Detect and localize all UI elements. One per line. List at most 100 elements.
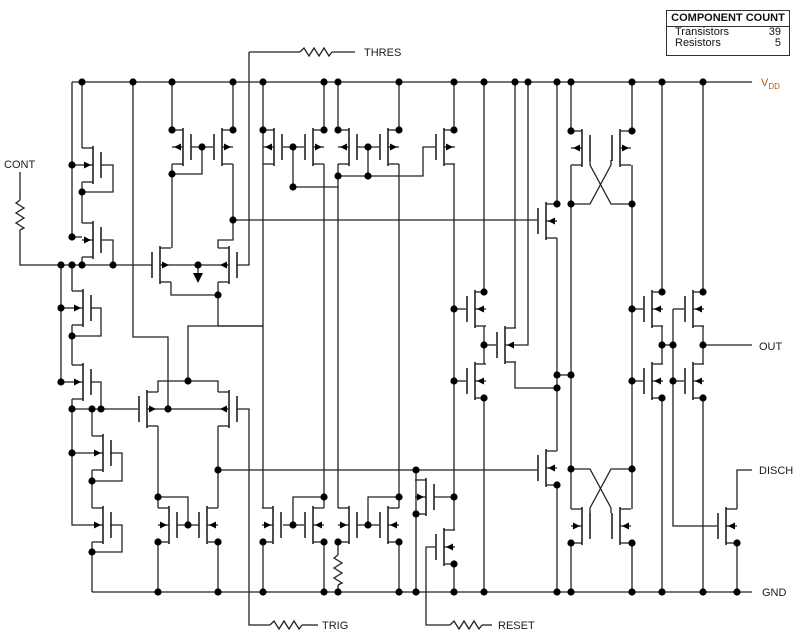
- resistor: [269, 619, 303, 631]
- junction-dot: [334, 126, 342, 134]
- body-arrow: [209, 521, 216, 529]
- wire: [589, 468, 632, 513]
- junction-dot: [78, 261, 86, 269]
- junction-dot: [395, 126, 403, 134]
- wire: [217, 220, 234, 248]
- transistor: [466, 290, 486, 328]
- junction-dot: [184, 521, 192, 529]
- junction-dot: [68, 332, 76, 340]
- junction-dot: [699, 288, 707, 296]
- transistor: [537, 202, 557, 240]
- wire: [92, 524, 123, 553]
- junction-dot: [628, 127, 636, 135]
- junction-dot: [669, 377, 677, 385]
- body-arrow: [477, 377, 484, 385]
- wire: [170, 282, 219, 296]
- junction-dot: [259, 126, 267, 134]
- junction-dot: [184, 377, 192, 385]
- wire: [187, 325, 263, 381]
- junction-dot: [567, 371, 575, 379]
- body-arrow: [94, 449, 101, 457]
- junction-dot: [88, 548, 96, 556]
- junction-dot: [567, 539, 575, 547]
- count-row-resistors: Resistors 5: [667, 38, 789, 49]
- junction-dot: [68, 161, 76, 169]
- body-arrow: [417, 493, 424, 501]
- transistor: [643, 362, 663, 400]
- transistor: [435, 528, 455, 566]
- junction-dot: [699, 394, 707, 402]
- wire: [589, 160, 632, 205]
- junction-dot: [628, 588, 636, 596]
- out-label: OUT: [759, 341, 783, 353]
- body-arrow: [84, 236, 91, 244]
- junction-dot: [658, 588, 666, 596]
- junction-dot: [567, 465, 575, 473]
- junction-dot: [567, 588, 575, 596]
- junction-dot: [480, 78, 488, 86]
- junction-dot: [412, 466, 420, 474]
- body-arrow: [446, 143, 453, 151]
- wire: [237, 52, 250, 266]
- junction-dot: [320, 78, 328, 86]
- junction-dot: [450, 78, 458, 86]
- transistor: [684, 290, 704, 328]
- wire: [736, 469, 752, 509]
- transistor: [611, 129, 631, 167]
- junction-dot: [154, 493, 162, 501]
- junction-dot: [109, 261, 117, 269]
- junction-dot: [214, 538, 222, 546]
- body-arrow: [507, 341, 514, 349]
- count-value: 5: [774, 37, 781, 49]
- junction-dot: [395, 78, 403, 86]
- junction-dot: [168, 78, 176, 86]
- body-arrow: [265, 143, 272, 151]
- transistor: [304, 506, 324, 544]
- junction-dot: [567, 200, 575, 208]
- junction-dot: [628, 78, 636, 86]
- junction-dot: [214, 466, 222, 474]
- junction-dot: [658, 394, 666, 402]
- transistor: [684, 362, 704, 400]
- body-arrow: [390, 521, 397, 529]
- wire: [425, 546, 450, 626]
- reset-label: RESET: [498, 620, 535, 632]
- junction-dot: [57, 261, 65, 269]
- junction-dot: [658, 341, 666, 349]
- wire: [71, 409, 92, 526]
- junction-dot: [450, 305, 458, 313]
- transistor: [466, 362, 486, 400]
- body-arrow: [84, 161, 91, 169]
- junction-dot: [628, 377, 636, 385]
- body-arrow: [220, 261, 227, 269]
- junction-dot: [168, 170, 176, 178]
- wire: [101, 239, 114, 265]
- transistor: [435, 128, 455, 166]
- junction-dot: [320, 493, 328, 501]
- junction-dot: [57, 378, 65, 386]
- junction-dot: [412, 588, 420, 596]
- body-arrow: [622, 522, 629, 530]
- body-arrow: [149, 405, 156, 413]
- transistor: [151, 246, 171, 284]
- thres-label: THRES: [364, 47, 401, 59]
- junction-dot: [567, 127, 575, 135]
- junction-dot: [88, 477, 96, 485]
- junction-dot: [364, 172, 372, 180]
- junction-dot: [553, 78, 561, 86]
- junction-dot: [412, 510, 420, 518]
- body-arrow: [315, 143, 322, 151]
- transistor: [571, 129, 591, 167]
- body-arrow: [573, 144, 580, 152]
- wire: [571, 160, 612, 205]
- resistor: [14, 199, 26, 231]
- junction-dot: [289, 521, 297, 529]
- junction-dot: [229, 216, 237, 224]
- wire: [72, 307, 102, 337]
- junction-dot: [567, 78, 575, 86]
- body-arrow: [446, 543, 453, 551]
- junction-dot: [164, 405, 172, 413]
- wire: [237, 408, 270, 626]
- vdd-label: VDD: [761, 77, 780, 91]
- junction-dot: [259, 588, 267, 596]
